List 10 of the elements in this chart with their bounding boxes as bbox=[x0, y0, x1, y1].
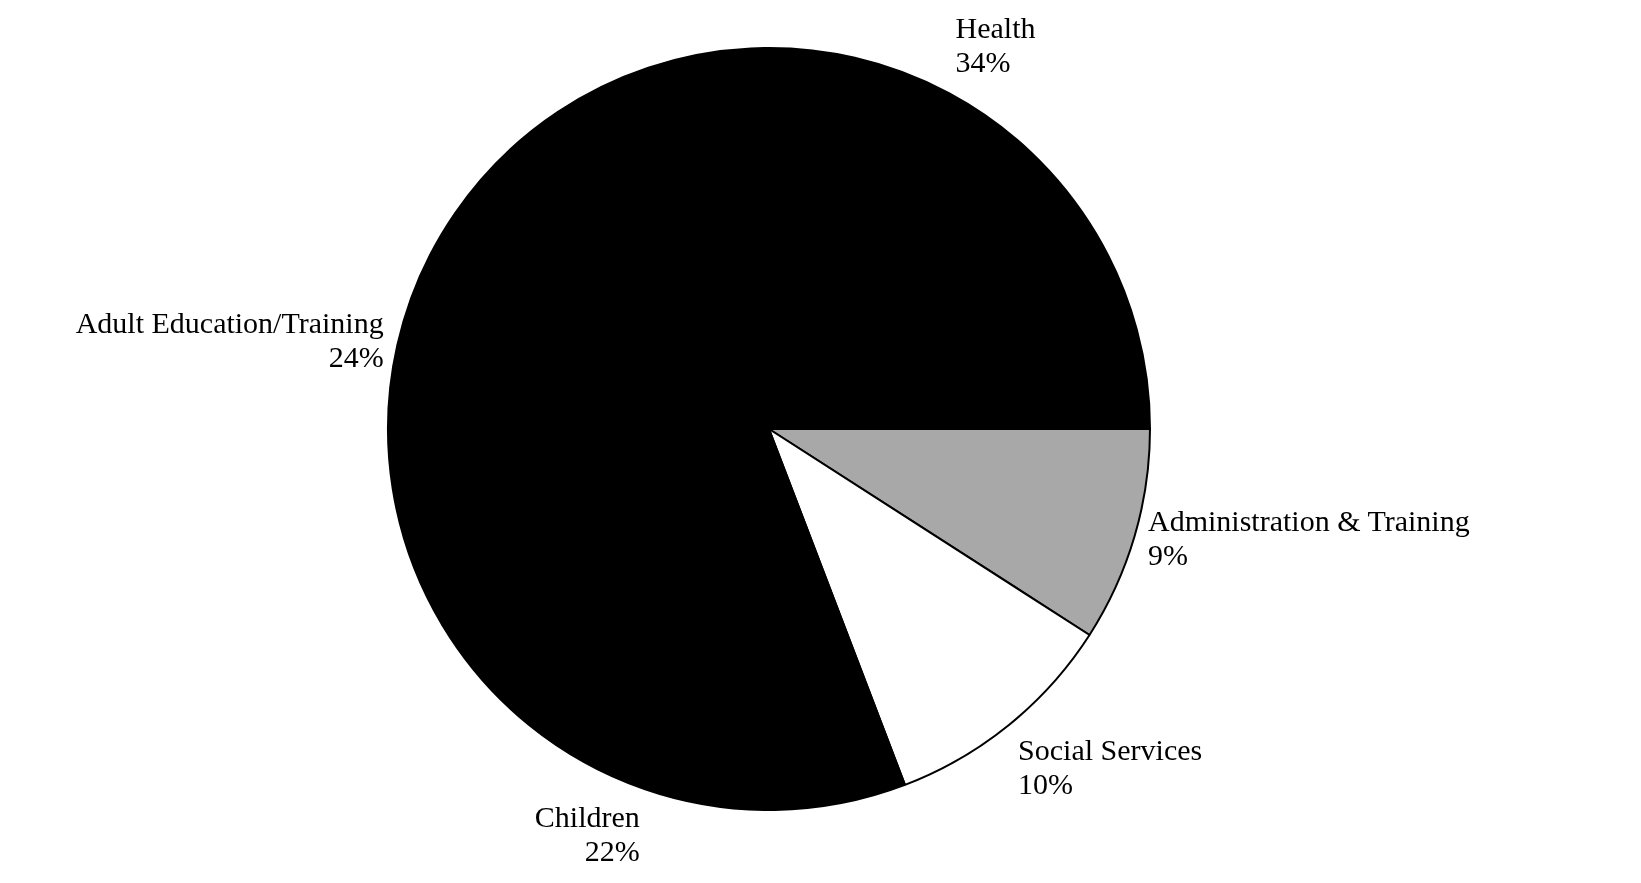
slice-label: Administration & Training bbox=[1148, 504, 1470, 538]
slice-label: Children bbox=[534, 800, 640, 834]
slice-label: Health bbox=[955, 10, 1036, 44]
data-label: 10% bbox=[1018, 767, 1074, 801]
data-label: 34% bbox=[955, 44, 1011, 78]
data-label: 22% bbox=[584, 834, 640, 868]
data-label: 24% bbox=[328, 339, 384, 373]
data-label: 9% bbox=[1148, 538, 1188, 572]
slice-label: Social Services bbox=[1018, 733, 1203, 767]
slice-label: Adult Education/Training bbox=[75, 305, 384, 339]
